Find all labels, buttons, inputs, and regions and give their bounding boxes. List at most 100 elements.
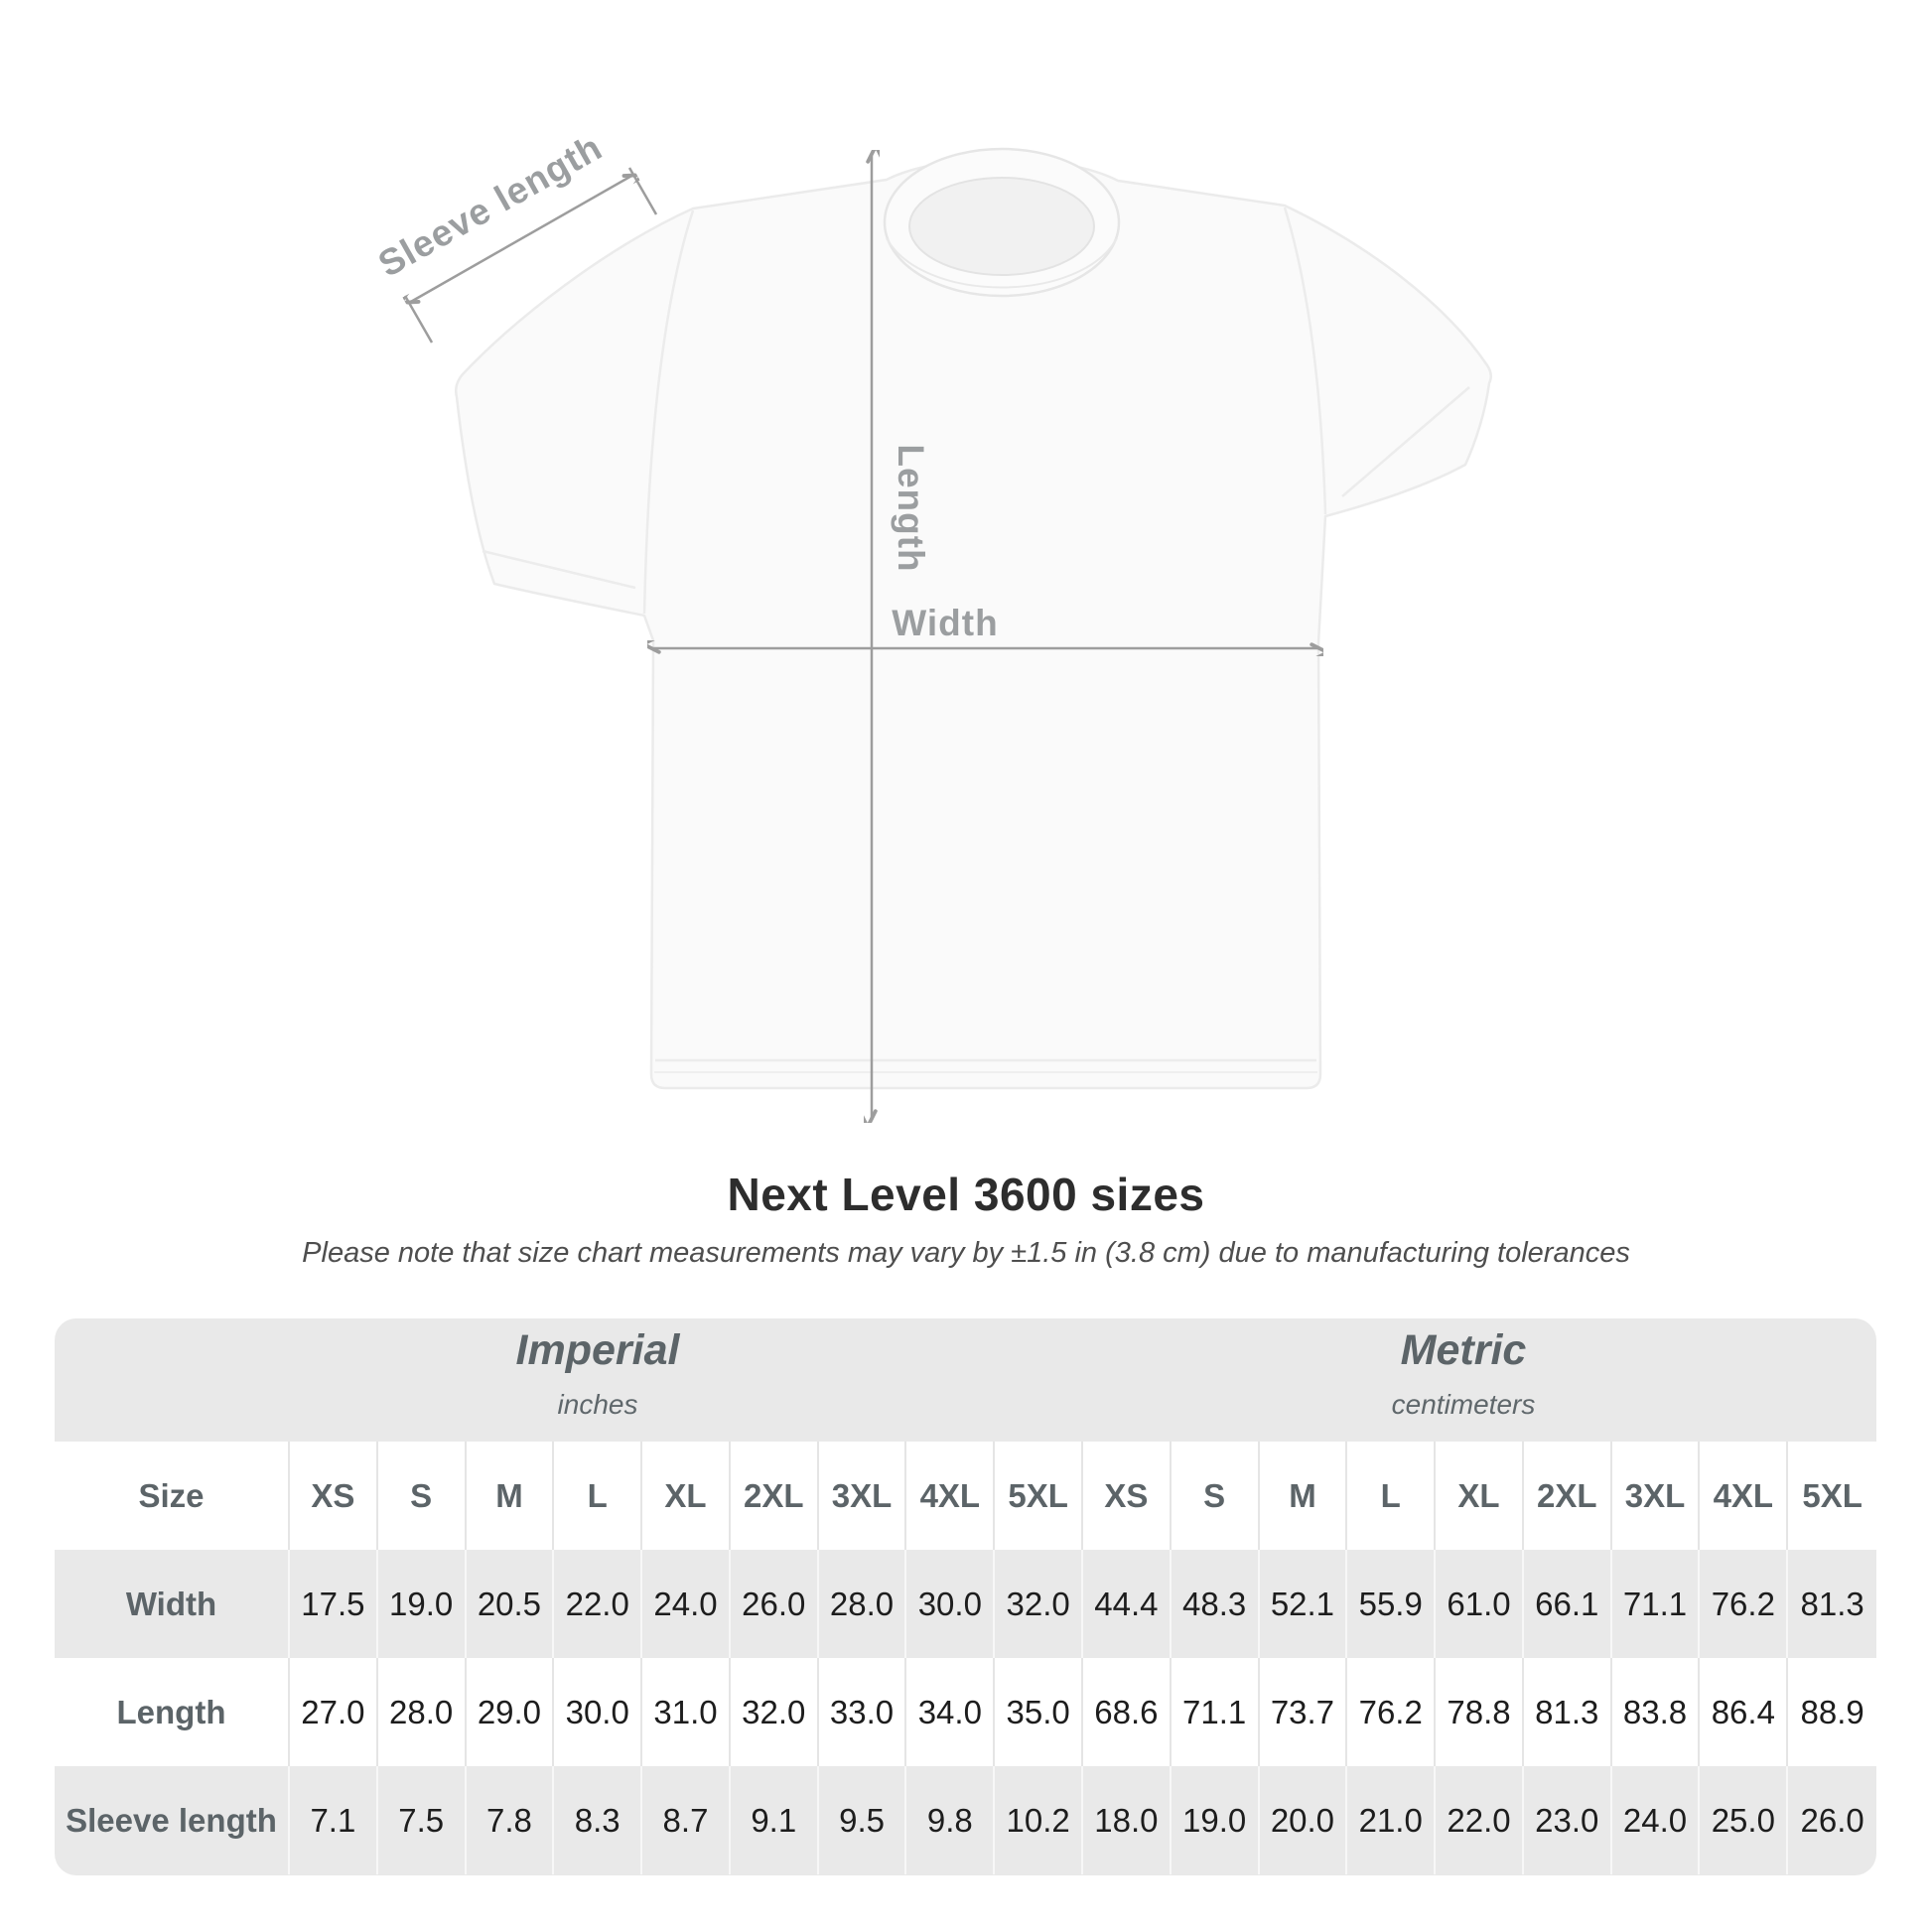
unit-header-band: Imperial inches Metric centimeters	[55, 1318, 1876, 1442]
value-cell-imperial: 35.0	[995, 1658, 1083, 1766]
size-header-row: Size XS S M L XL 2XL 3XL 4XL 5XL XS S M L XL 2XL 3XL 4XL 5…	[55, 1442, 1876, 1550]
value-cell-imperial: 17.5	[290, 1550, 378, 1658]
metric-unit: centimeters	[1391, 1389, 1536, 1420]
value-cell-metric: 81.3	[1524, 1658, 1612, 1766]
size-column-header-metric: L	[1347, 1442, 1437, 1550]
length-dimension: Length	[872, 153, 931, 1120]
value-cell-metric: 71.1	[1172, 1658, 1260, 1766]
value-cell-metric: 52.1	[1260, 1550, 1348, 1658]
value-cell-metric: 20.0	[1260, 1766, 1348, 1874]
width-dimension: Width	[650, 603, 1320, 648]
value-cell-metric: 18.0	[1083, 1766, 1172, 1874]
value-cell-metric: 55.9	[1347, 1550, 1437, 1658]
metric-title: Metric	[1400, 1326, 1527, 1374]
value-cell-imperial: 22.0	[554, 1550, 643, 1658]
sleeve-length-arrow	[409, 175, 633, 303]
size-column-header-metric: 5XL	[1802, 1476, 1863, 1514]
width-row: Width 17.5 19.0 20.5 22.0 24.0 26.0 28.0 30.0 32.…	[55, 1550, 1876, 1658]
size-column-header-imperial: S	[378, 1442, 467, 1550]
value-cell-imperial: 34.0	[906, 1658, 996, 1766]
value-cell-imperial: 32.0	[995, 1550, 1083, 1658]
row-label: Sleeve length	[55, 1766, 290, 1874]
tshirt-graphic	[455, 147, 1492, 1090]
value-cell-metric: 61.0	[1436, 1550, 1524, 1658]
value-cell-imperial: 29.0	[467, 1658, 555, 1766]
value-cell-imperial: 7.5	[378, 1766, 467, 1874]
value-cell-metric: 44.4	[1083, 1550, 1172, 1658]
value-cell-metric: 68.6	[1083, 1658, 1172, 1766]
value-cell-imperial: 33.0	[819, 1658, 907, 1766]
value-cell-metric: 48.3	[1172, 1550, 1260, 1658]
value-cell-metric: 71.1	[1612, 1550, 1701, 1658]
imperial-title: Imperial	[515, 1326, 680, 1374]
size-column-header-imperial: L	[554, 1442, 643, 1550]
sleeve-length-tick-start	[403, 295, 434, 344]
sleeve-length-row: Sleeve length 7.1 7.5 7.8 8.3 8.7 9.1 9.5 9.8 10.…	[55, 1766, 1876, 1874]
size-column-header-imperial: M	[467, 1442, 555, 1550]
imperial-header: Imperial inches	[516, 1318, 680, 1421]
value-cell-imperial: 7.8	[467, 1766, 555, 1874]
collar-graphic	[883, 147, 1121, 298]
size-column-header-metric: XL	[1436, 1442, 1524, 1550]
size-column-header-metric: 2XL	[1524, 1442, 1612, 1550]
imperial-unit: inches	[557, 1389, 638, 1420]
sleeve-length-tick-end	[627, 167, 658, 215]
value-cell-imperial: 8.3	[554, 1766, 643, 1874]
row-label: Width	[55, 1550, 290, 1658]
value-cell-imperial: 28.0	[819, 1550, 907, 1658]
value-cell-imperial: 19.0	[378, 1550, 467, 1658]
value-cell-metric: 86.4	[1700, 1658, 1789, 1766]
size-column-header-metric: S	[1172, 1442, 1260, 1550]
size-column-header-metric: M	[1260, 1442, 1348, 1550]
value-cell-imperial: 30.0	[906, 1550, 996, 1658]
width-label: Width	[892, 603, 998, 643]
size-header-label: Size	[55, 1442, 290, 1550]
size-column-header-imperial: 2XL	[731, 1442, 819, 1550]
value-cell-imperial: 7.1	[290, 1766, 378, 1874]
size-column-header-imperial: 4XL	[906, 1442, 996, 1550]
value-cell-metric: 19.0	[1172, 1766, 1260, 1874]
value-cell-imperial: 24.0	[642, 1550, 731, 1658]
value-cell-imperial: 27.0	[290, 1658, 378, 1766]
value-cell-metric: 83.8	[1612, 1658, 1701, 1766]
page-subtitle: Please note that size chart measurements…	[302, 1237, 1630, 1269]
value-cell-imperial: 32.0	[731, 1658, 819, 1766]
value-cell-imperial: 8.7	[642, 1766, 731, 1874]
sleeve-length-label: Sleeve length	[371, 126, 609, 285]
size-column-header-imperial: 5XL	[995, 1442, 1083, 1550]
value-cell-metric: 24.0	[1612, 1766, 1701, 1874]
size-column-header-metric: XS	[1083, 1442, 1172, 1550]
value-cell-imperial: 30.0	[554, 1658, 643, 1766]
size-chart-table: Imperial inches Metric centimeters Size X…	[55, 1318, 1876, 1875]
value-cell-imperial: 9.8	[906, 1766, 996, 1874]
length-row: Length 27.0 28.0 29.0 30.0 31.0 32.0 33.0 34.0 35…	[55, 1658, 1876, 1766]
size-column-header-metric: 3XL	[1612, 1442, 1701, 1550]
size-column-header-imperial: XS	[290, 1442, 378, 1550]
value-cell-imperial: 20.5	[467, 1550, 555, 1658]
value-cell-imperial: 10.2	[995, 1766, 1083, 1874]
size-column-header-imperial: 3XL	[819, 1442, 907, 1550]
value-cell-metric: 66.1	[1524, 1550, 1612, 1658]
metric-header: Metric centimeters	[1392, 1318, 1536, 1421]
heading-block: Next Level 3600 sizes Please note that s…	[0, 1168, 1932, 1270]
row-label: Length	[55, 1658, 290, 1766]
size-column-header-metric: 4XL	[1700, 1442, 1789, 1550]
value-cell-metric: 88.9	[1800, 1693, 1864, 1730]
value-cell-metric: 78.8	[1436, 1658, 1524, 1766]
value-cell-imperial: 26.0	[731, 1550, 819, 1658]
size-column-header-imperial: XL	[642, 1442, 731, 1550]
value-cell-metric: 22.0	[1436, 1766, 1524, 1874]
page-title: Next Level 3600 sizes	[727, 1169, 1205, 1220]
value-cell-metric: 23.0	[1524, 1766, 1612, 1874]
value-cell-metric: 73.7	[1260, 1658, 1348, 1766]
value-cell-metric: 76.2	[1700, 1550, 1789, 1658]
value-cell-metric: 81.3	[1800, 1585, 1864, 1622]
value-cell-imperial: 31.0	[642, 1658, 731, 1766]
value-cell-imperial: 9.5	[819, 1766, 907, 1874]
value-cell-imperial: 28.0	[378, 1658, 467, 1766]
value-cell-imperial: 9.1	[731, 1766, 819, 1874]
length-label: Length	[891, 444, 931, 572]
value-cell-metric: 76.2	[1347, 1658, 1437, 1766]
value-cell-metric: 21.0	[1347, 1766, 1437, 1874]
